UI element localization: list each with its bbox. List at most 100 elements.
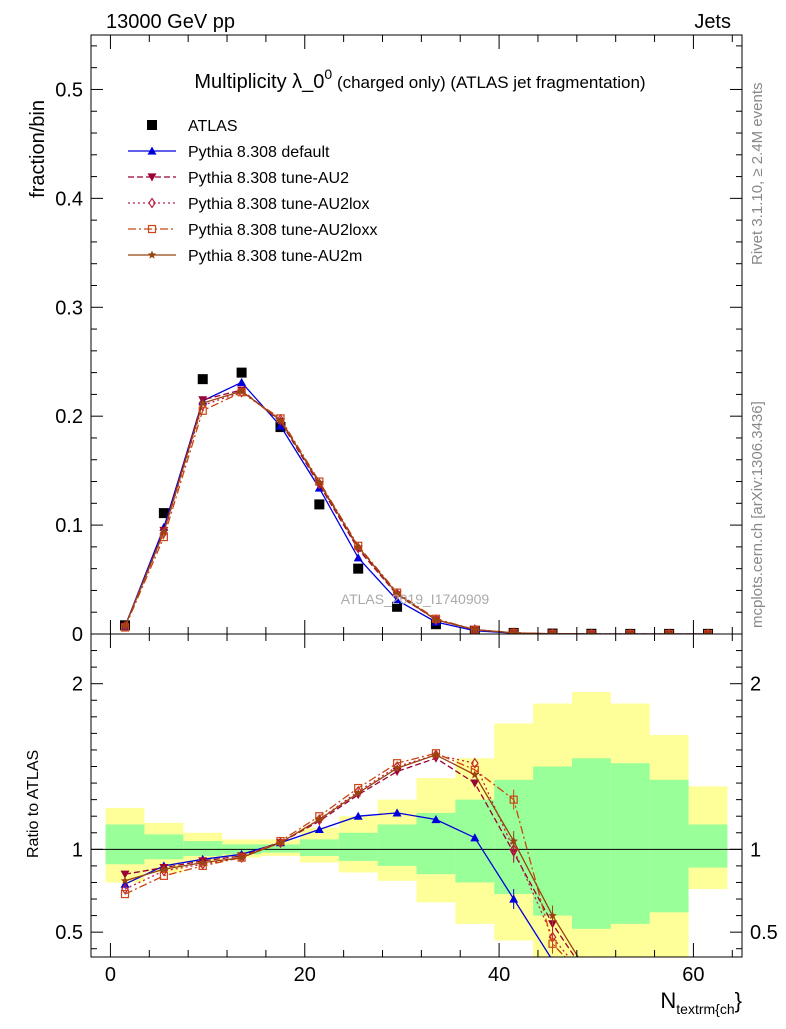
uncertainty-band-stat — [571, 758, 611, 929]
x-tick-label: 60 — [682, 964, 704, 986]
ratio-pythia-8-308-default-point — [509, 894, 519, 903]
series-atlas-point — [353, 563, 364, 574]
legend-pythia-8-308-default-label: Pythia 8.308 default — [188, 144, 330, 161]
main-y-tick-label: 0.2 — [55, 406, 83, 428]
ratio-pythia-8-308-default-point — [353, 811, 363, 820]
x-axis-label-tail: } — [735, 988, 742, 1013]
legend-pythia-8-308-tune-au2-label: Pythia 8.308 tune-AU2 — [188, 170, 349, 187]
series-pythia-8-308-tune-au2m-point — [276, 416, 285, 425]
ratio-pythia-8-308-tune-au2-point — [120, 870, 130, 879]
ratio-y-tick-label-right: 2 — [750, 674, 761, 696]
main-y-tick-label: 0.4 — [55, 188, 83, 210]
ratio-pythia-8-308-tune-au2m-point — [353, 788, 363, 797]
main-plot-marks — [120, 367, 713, 634]
series-atlas-point — [197, 374, 208, 385]
series-pythia-8-308-tune-au2lox-point — [198, 399, 207, 411]
ratio-pythia-8-308-tune-au2-point — [470, 779, 480, 788]
x-tick-label: 0 — [105, 964, 116, 986]
uncertainty-band-stat — [688, 824, 728, 868]
legend-pythia-8-308-tune-au2lox-label: Pythia 8.308 tune-AU2lox — [188, 196, 369, 213]
ratio-pythia-8-308-tune-au2loxx-point — [120, 889, 130, 899]
ratio-y-tick-label-right: 0.5 — [750, 922, 778, 944]
main-y-tick-label: 0 — [72, 624, 83, 646]
series-pythia-8-308-default-point — [392, 595, 402, 604]
rivet-version-label: Rivet 3.1.10, ≥ 2.4M events — [749, 83, 766, 266]
series-pythia-8-308-tune-au2m-point — [237, 386, 246, 395]
series-pythia-8-308-tune-au2m-point — [548, 629, 557, 634]
uncertainty-band-stat — [649, 779, 689, 913]
main-y-axis-label: fraction/bin — [27, 100, 49, 198]
ratio-pythia-8-308-tune-au2m-point — [548, 911, 557, 920]
series-pythia-8-308-tune-au2m-point — [353, 542, 363, 551]
series-pythia-8-308-tune-au2m-point — [509, 628, 518, 634]
ratio-plot-marks — [91, 691, 742, 957]
main-y-tick-label: 0.5 — [55, 79, 83, 101]
main-y-tick-label: 0.1 — [55, 515, 83, 537]
uncertainty-band-stat — [610, 763, 650, 924]
ratio-pythia-8-308-tune-au2m-point — [159, 864, 169, 873]
ratio-pythia-8-308-default-point — [392, 808, 402, 817]
legend-pythia-8-308-tune-au2m-marker — [147, 250, 157, 259]
ratio-y-tick-label: 1 — [72, 839, 83, 861]
legend: ATLAS Pythia 8.308 default Pythia 8.308 tu… — [128, 118, 377, 265]
series-pythia-8-308-tune-au2m-point — [392, 589, 402, 598]
ratio-plot-panel: 0.5 0.51 12 20 20 40 60 Ratio to ATLAS Ntextrm… — [25, 633, 778, 1017]
series-pythia-8-308-tune-au2m-point — [587, 629, 596, 634]
ratio-pythia-8-308-tune-au2m-point — [276, 838, 285, 847]
series-pythia-8-308-tune-au2loxx-point — [198, 406, 207, 415]
series-pythia-8-308-tune-au2m-point — [626, 629, 635, 634]
ratio-pythia-8-308-tune-au2m-point — [237, 853, 246, 862]
ratio-frame — [90, 633, 743, 958]
main-y-tick-label: 0.3 — [55, 297, 83, 319]
ratio-pythia-8-308-tune-au2loxx-point — [509, 795, 518, 804]
ratio-y-tick-label-right: 1 — [750, 839, 761, 861]
main-plot-axes: 0 0.1 0.2 0.3 0.4 0.5 — [55, 34, 743, 646]
main-plot-panel: ATLAS_2019_I1740909 0 0.1 0.2 0.3 0.4 0.5 Mul… — [27, 34, 743, 646]
mcplots-label: mcplots.cern.ch [arXiv:1306.3436] — [749, 401, 766, 628]
legend-atlas-label: ATLAS — [188, 118, 238, 135]
ratio-pythia-8-308-tune-au2m-point — [431, 750, 441, 759]
series-pythia-8-308-default-line — [124, 381, 708, 634]
uncertainty-band-stat — [261, 844, 300, 853]
series-pythia-8-308-tune-au2loxx-line — [124, 391, 708, 634]
series-atlas-point — [314, 499, 325, 510]
ratio-pythia-8-308-tune-au2loxx-point — [159, 871, 168, 880]
analysis-watermark: ATLAS_2019_I1740909 — [341, 591, 490, 607]
series-pythia-8-308-tune-au2lox-point — [276, 413, 285, 425]
legend-pythia-8-308-tune-au2loxx-marker — [147, 224, 157, 234]
uncertainty-band-stat — [105, 824, 145, 865]
ratio-pythia-8-308-default-point — [470, 833, 480, 842]
series-pythia-8-308-tune-au2m-point — [198, 398, 207, 407]
ratio-pythia-8-308-tune-au2m-point — [509, 836, 518, 845]
plot-title-main: Multiplicity λ_0 — [194, 71, 324, 93]
series-atlas-point — [158, 508, 169, 519]
ratio-pythia-8-308-tune-au2m-point — [392, 763, 402, 772]
ratio-pythia-8-308-tune-au2lox-point — [509, 843, 518, 855]
uncertainty-band-stat — [183, 841, 223, 856]
legend-atlas-marker — [147, 120, 157, 130]
header-energy-label: 13000 GeV pp — [106, 11, 235, 33]
plot-title-rest: (charged only) (ATLAS jet fragmentation) — [332, 73, 645, 92]
uncertainty-band-stat — [338, 832, 378, 861]
series-pythia-8-308-tune-au2m-point — [703, 629, 713, 634]
x-axis-label-main: N — [660, 988, 676, 1013]
ratio-y-axis-label: Ratio to ATLAS — [25, 750, 42, 858]
uncertainty-band-stat — [377, 824, 417, 866]
legend-pythia-8-308-default-marker — [147, 146, 157, 155]
ratio-pythia-8-308-tune-au2lox-point — [393, 760, 401, 773]
ratio-pythia-8-308-tune-au2m-point — [470, 770, 480, 779]
series-atlas-point — [236, 367, 247, 378]
series-pythia-8-308-tune-au2m-point — [315, 478, 324, 487]
ratio-pythia-8-308-default-point — [431, 815, 441, 824]
series-pythia-8-308-tune-au2m-point — [470, 625, 480, 634]
plot-title-superscript: 0 — [324, 66, 332, 82]
ratio-pythia-8-308-tune-au2loxx-point — [548, 939, 557, 948]
ratio-plot-axes: 0.5 0.51 12 20 20 40 60 — [55, 633, 778, 986]
x-axis-label: Ntextrm{ch} — [660, 988, 742, 1017]
series-pythia-8-308-default-point — [237, 377, 247, 387]
ratio-pythia-8-308-tune-au2m-point — [120, 876, 130, 885]
x-tick-label: 20 — [294, 964, 316, 986]
legend-pythia-8-308-tune-au2m-label: Pythia 8.308 tune-AU2m — [188, 248, 362, 265]
legend-pythia-8-308-tune-au2-marker — [147, 173, 157, 182]
